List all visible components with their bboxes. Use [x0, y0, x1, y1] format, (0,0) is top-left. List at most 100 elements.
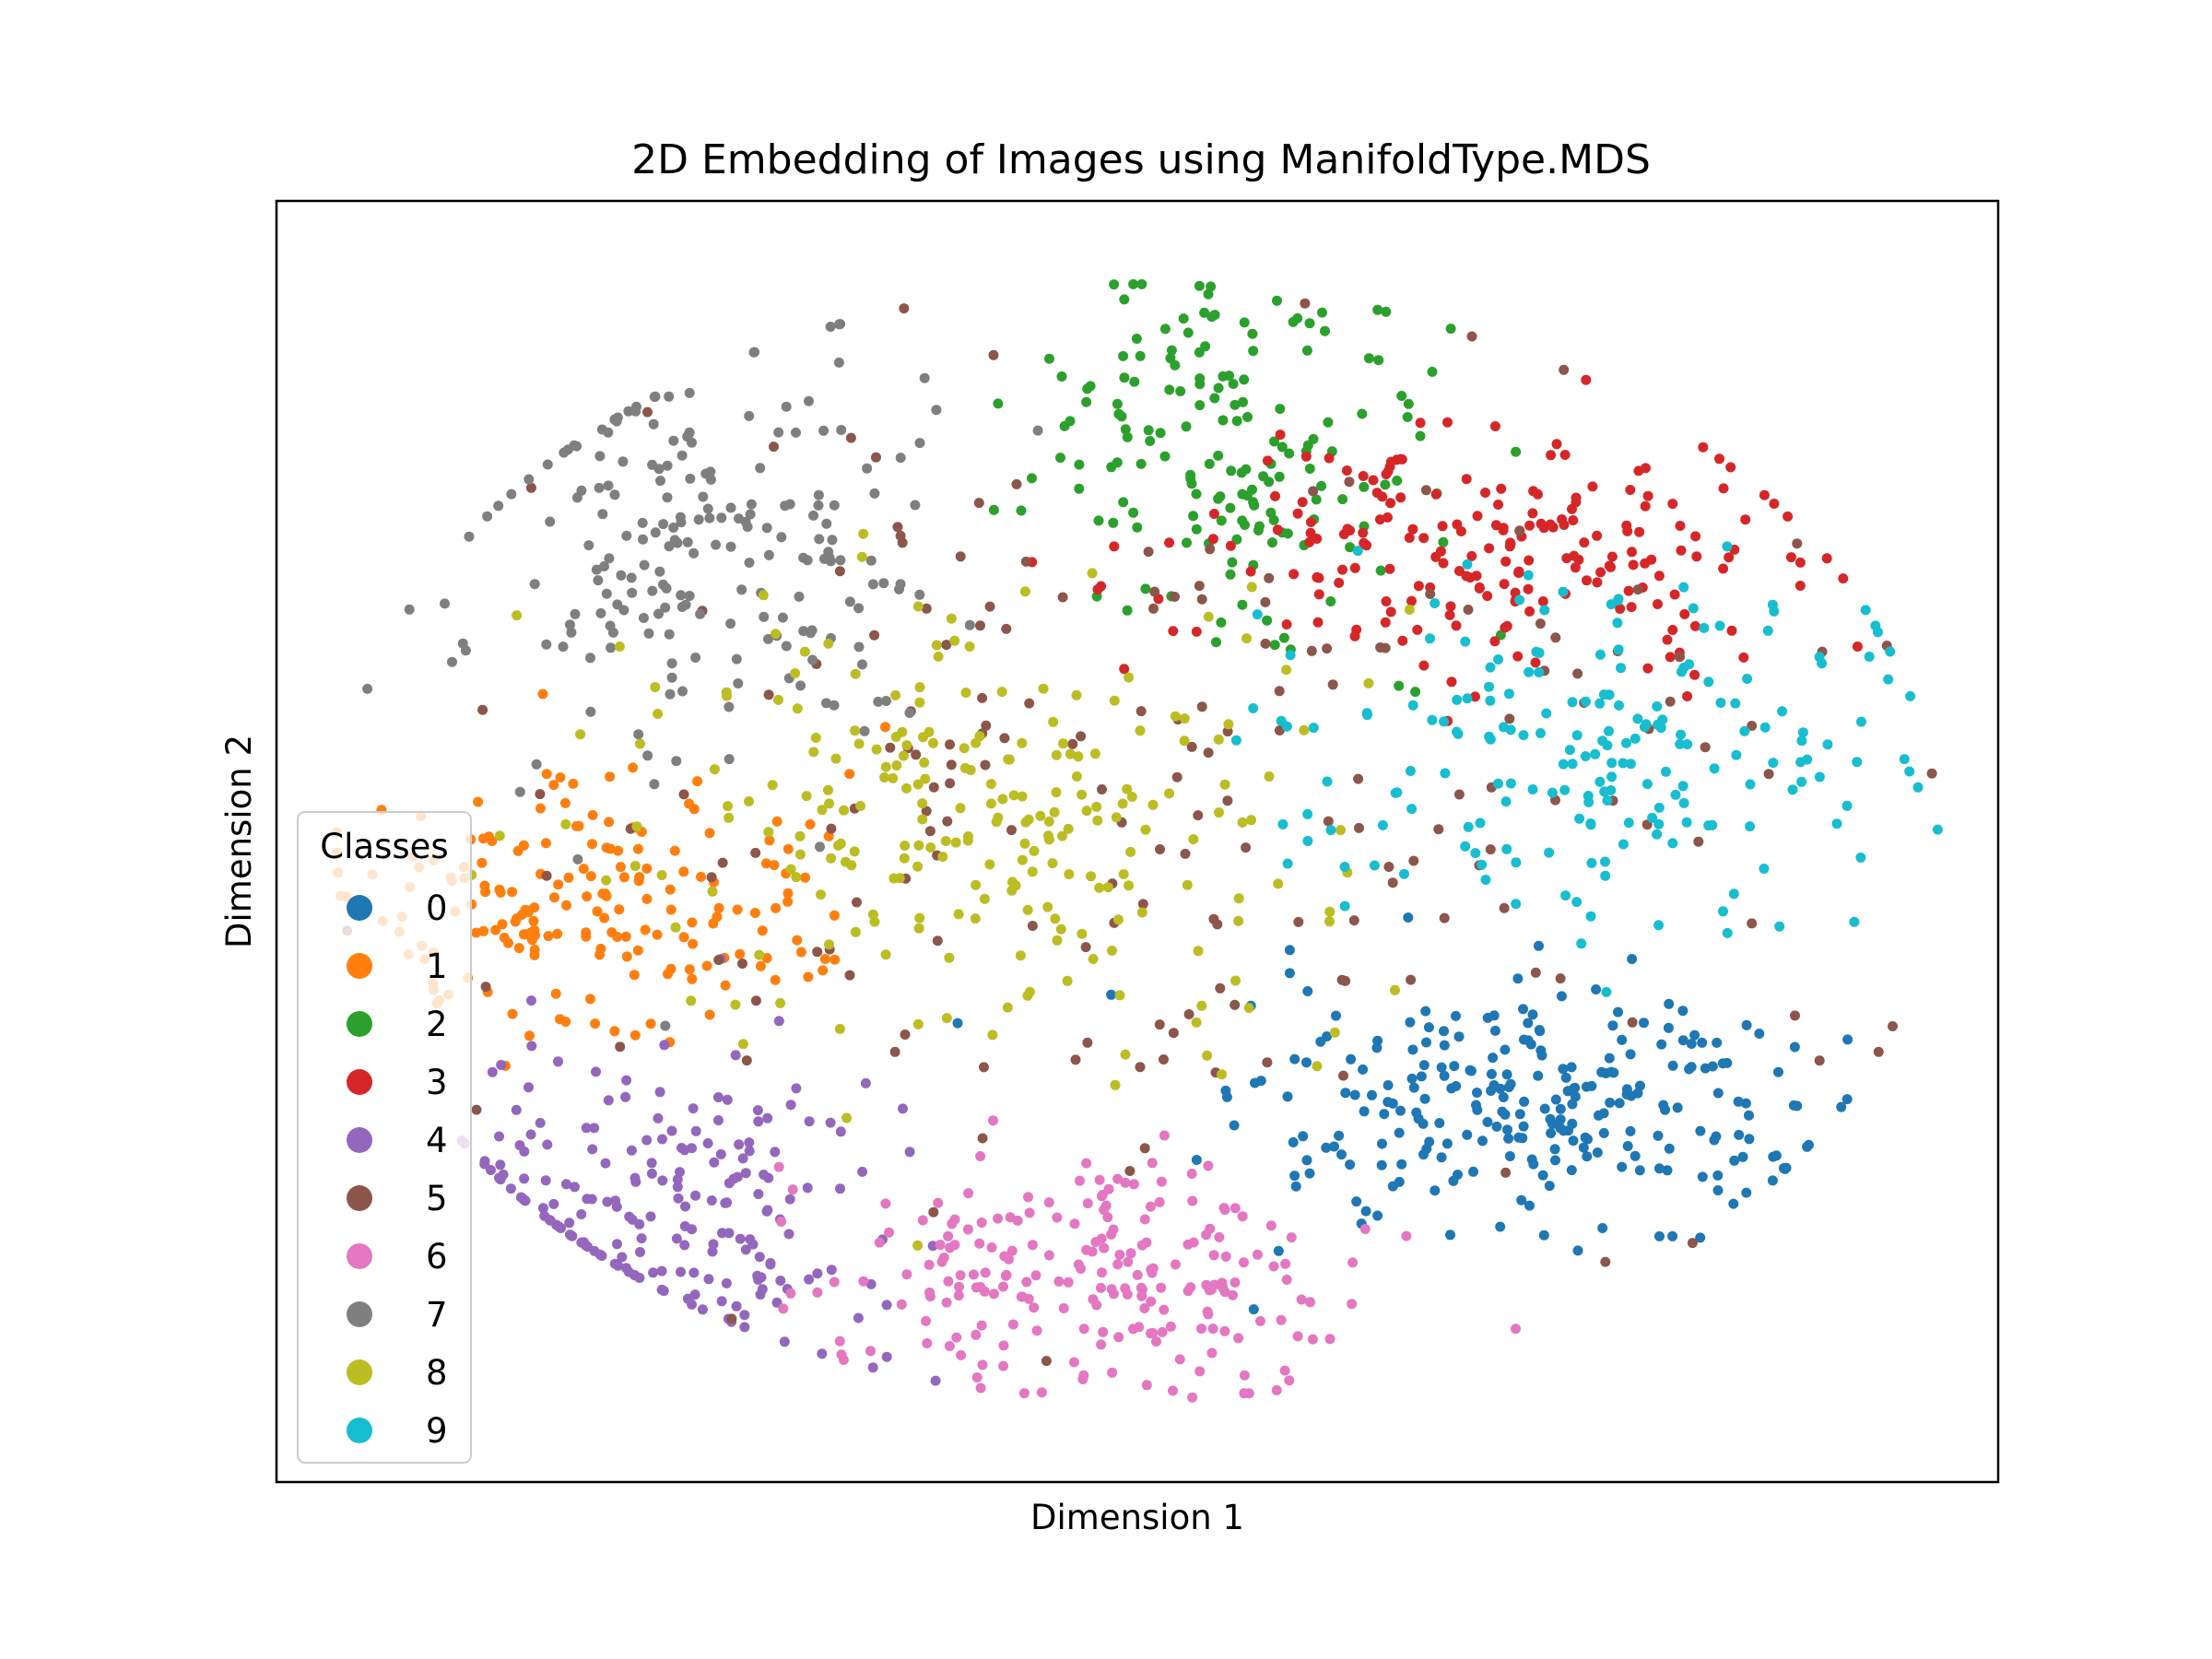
scatter-point	[1110, 1079, 1121, 1090]
scatter-point	[1493, 654, 1504, 665]
scatter-point	[602, 1196, 613, 1207]
scatter-point	[1678, 582, 1689, 593]
scatter-point	[834, 1023, 845, 1034]
scatter-point	[724, 701, 735, 712]
scatter-point	[1292, 1331, 1303, 1342]
scatter-point	[1103, 1183, 1114, 1194]
scatter-point	[1001, 623, 1012, 634]
scatter-point	[1596, 1066, 1607, 1077]
scatter-point	[1164, 384, 1175, 395]
scatter-point	[845, 432, 856, 443]
scatter-point	[1334, 577, 1345, 588]
scatter-point	[503, 937, 513, 948]
scatter-point	[1485, 662, 1496, 673]
scatter-point	[1742, 674, 1753, 684]
scatter-point	[1533, 1070, 1544, 1081]
legend-label-9: 9	[426, 1411, 448, 1451]
series-2-points	[988, 278, 1522, 698]
scatter-point	[553, 1056, 563, 1067]
scatter-point	[1785, 552, 1796, 563]
scatter-point	[946, 759, 957, 771]
scatter-point	[1194, 280, 1205, 291]
scatter-point	[1535, 1026, 1546, 1037]
scatter-point	[1093, 515, 1104, 526]
scatter-point	[1112, 457, 1123, 468]
scatter-point	[535, 1117, 546, 1128]
scatter-point	[1604, 725, 1614, 736]
scatter-point	[744, 1137, 755, 1148]
scatter-point	[730, 999, 741, 1010]
scatter-point	[1118, 350, 1129, 361]
scatter-point	[1016, 505, 1027, 516]
scatter-point	[526, 995, 536, 1006]
scatter-point	[708, 1239, 719, 1250]
scatter-point	[1381, 306, 1392, 317]
scatter-point	[814, 534, 825, 545]
scatter-point	[1836, 1101, 1847, 1112]
scatter-point	[1020, 556, 1031, 567]
scatter-point	[1773, 1066, 1783, 1077]
scatter-point	[1516, 1194, 1527, 1206]
scatter-point	[705, 466, 716, 477]
scatter-point	[937, 852, 948, 862]
scatter-point	[771, 902, 782, 913]
scatter-point	[721, 1277, 732, 1288]
scatter-point	[585, 871, 596, 882]
scatter-point	[1888, 1021, 1898, 1031]
scatter-point	[647, 585, 658, 596]
scatter-point	[1590, 748, 1601, 759]
scatter-point	[668, 435, 679, 446]
scatter-point	[1739, 725, 1750, 736]
scatter-point	[660, 1020, 671, 1031]
scatter-point	[1546, 450, 1557, 461]
scatter-point	[1289, 1053, 1300, 1065]
scatter-point	[1041, 1356, 1052, 1367]
scatter-point	[1471, 1100, 1481, 1111]
scatter-point	[749, 908, 760, 918]
scatter-point	[1358, 1064, 1369, 1075]
scatter-point	[1390, 984, 1400, 995]
scatter-point	[855, 801, 866, 811]
scatter-point	[1625, 1125, 1636, 1136]
scatter-point	[1277, 441, 1288, 453]
scatter-point	[935, 1240, 946, 1251]
scatter-point	[1019, 838, 1030, 849]
scatter-point	[1437, 521, 1448, 532]
scatter-point	[1237, 488, 1248, 500]
scatter-point	[1205, 544, 1216, 555]
scatter-point	[620, 931, 631, 942]
scatter-point	[1331, 1010, 1341, 1021]
scatter-point	[594, 451, 606, 462]
scatter-point	[1572, 1245, 1583, 1256]
scatter-point	[1606, 561, 1616, 572]
legend-frame	[297, 811, 472, 1464]
scatter-point	[645, 1018, 656, 1030]
scatter-point	[587, 809, 598, 820]
scatter-point	[1560, 890, 1571, 901]
scatter-point	[709, 764, 720, 775]
scatter-point	[1513, 1132, 1524, 1143]
scatter-point	[1214, 807, 1224, 818]
scatter-point	[1461, 474, 1472, 485]
scatter-point	[1164, 537, 1175, 548]
scatter-point	[1272, 295, 1282, 306]
scatter-point	[755, 463, 766, 474]
scatter-point	[1501, 843, 1512, 854]
scatter-point	[494, 1172, 504, 1183]
scatter-point	[713, 902, 724, 913]
scatter-point	[1119, 664, 1130, 675]
scatter-point	[1206, 281, 1217, 292]
scatter-point	[541, 870, 552, 881]
scatter-point	[1168, 1028, 1179, 1039]
scatter-point	[1188, 1237, 1199, 1248]
scatter-point	[1662, 1165, 1673, 1176]
scatter-point	[1528, 486, 1539, 497]
scatter-point	[558, 641, 569, 653]
scatter-point	[869, 629, 880, 641]
scatter-point	[1463, 821, 1474, 832]
scatter-point	[542, 459, 553, 470]
scatter-point	[535, 803, 546, 814]
scatter-point	[1017, 737, 1028, 748]
scatter-point	[1124, 1166, 1135, 1176]
scatter-point	[642, 750, 653, 761]
